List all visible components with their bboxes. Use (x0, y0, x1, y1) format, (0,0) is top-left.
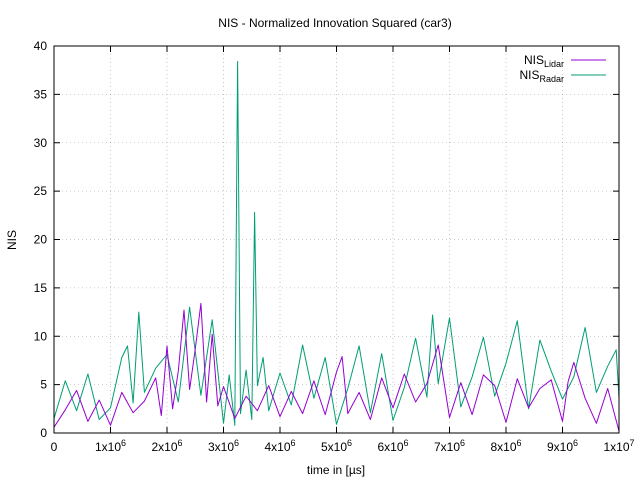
series-line-radar (53, 61, 620, 426)
x-tick-label: 2x106 (151, 438, 182, 454)
series-line-lidar (53, 302, 620, 432)
chart-title: NIS - Normalized Innovation Squared (car… (218, 16, 451, 30)
y-tick-label: 20 (34, 233, 48, 247)
y-tick-label: 5 (40, 378, 47, 392)
x-tick-label: 1x106 (95, 438, 126, 454)
x-tick-label: 6x106 (377, 438, 408, 454)
x-axis-title: time in [µs] (307, 463, 365, 477)
x-tick-label: 8x106 (490, 438, 521, 454)
x-tick-label: 7x106 (434, 438, 465, 454)
axis-ticks: 0 5 10 15 20 25 30 35 40 0 1x106 2x106 3x106 4x106 5x1… (34, 39, 635, 454)
series-lines (53, 61, 620, 432)
legend-label-radar: NISRadar (519, 68, 564, 84)
y-tick-label: 25 (34, 184, 48, 198)
grid-lines (54, 46, 619, 433)
x-tick-label: 5x106 (321, 438, 352, 454)
y-tick-label: 30 (34, 136, 48, 150)
x-tick-label: 0 (51, 440, 58, 454)
y-axis-title: NIS (5, 230, 19, 250)
y-tick-label: 40 (34, 39, 48, 53)
y-tick-label: 10 (34, 329, 48, 343)
x-tick-label: 3x106 (208, 438, 239, 454)
y-tick-label: 35 (34, 87, 48, 101)
x-tick-label: 9x106 (547, 438, 578, 454)
x-tick-label: 1x107 (603, 438, 634, 454)
x-tick-label: 4x106 (264, 438, 295, 454)
y-tick-label: 15 (34, 281, 48, 295)
legend-label-lidar: NISLidar (524, 53, 564, 69)
y-tick-label: 0 (40, 426, 47, 440)
